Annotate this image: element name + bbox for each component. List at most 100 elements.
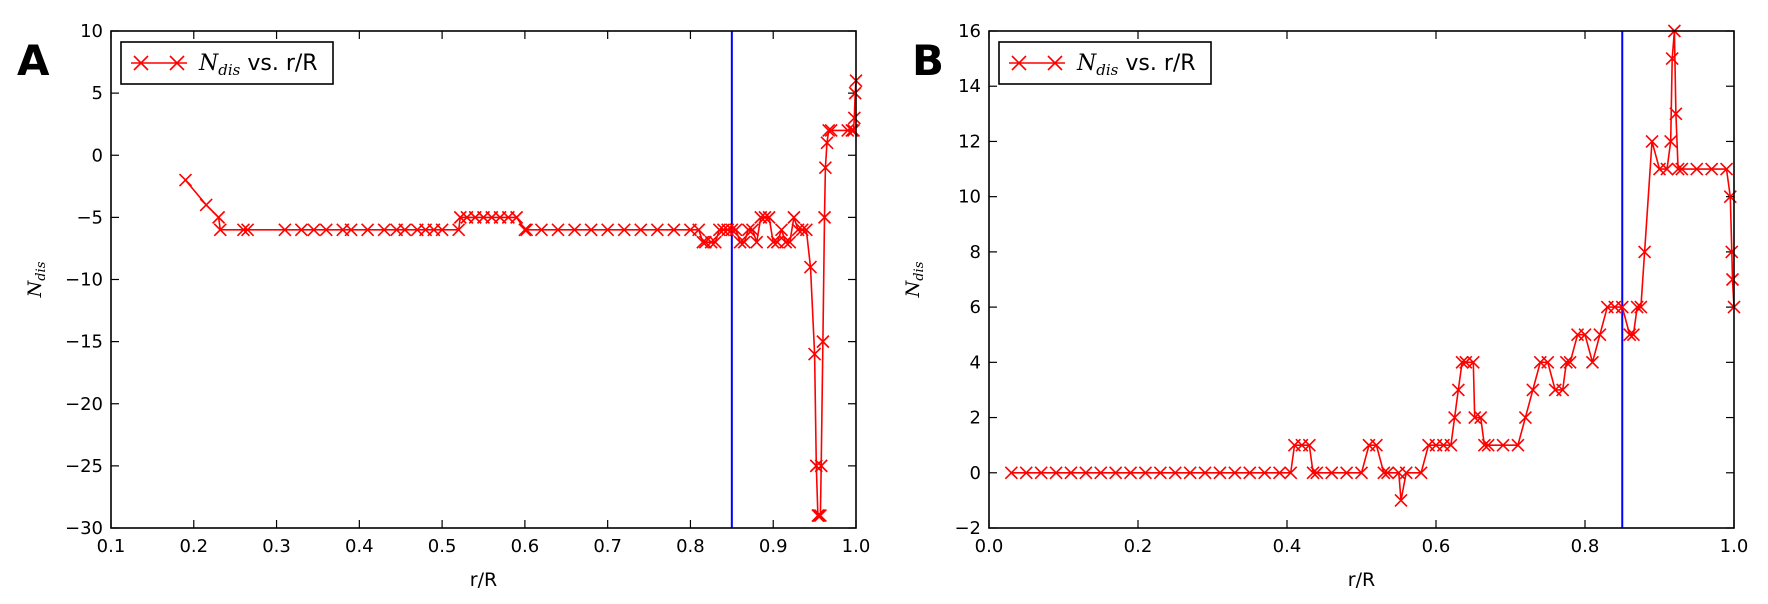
panel-b-series-line (1011, 30, 1735, 502)
panel-a-data-point (766, 235, 780, 249)
panel-b-data-point (1578, 328, 1592, 342)
panel-b-data-point (1526, 383, 1540, 397)
panel-a-data-point (814, 459, 828, 473)
panel-a-data-point (847, 111, 861, 125)
panel-b-y-tick-label: −2 (954, 518, 981, 539)
panel-b-data-point (1481, 438, 1495, 452)
panel-a-legend-subscript: dis (218, 61, 240, 79)
panel-b-data-point (1675, 162, 1689, 176)
panel-a-data-point (213, 223, 227, 237)
panel-b-data-point (1302, 438, 1316, 452)
panel-a-axes-frame (110, 30, 857, 529)
panel-a-data-point (704, 235, 718, 249)
panel-a-data-point (803, 260, 818, 274)
panel-a-y-tick-label: 10 (80, 21, 103, 42)
panel-b-legend-suffix: vs. r/R (1118, 51, 1195, 76)
panel-a-legend: Ndis vs. r/R (120, 41, 334, 85)
panel-b-data-point (1556, 383, 1570, 397)
panel-a-data-point (377, 223, 391, 237)
panel-b-data-point (1725, 245, 1739, 259)
panel-a-legend-marker (133, 55, 149, 71)
panel-b-legend-subscript: dis (1096, 61, 1118, 79)
panel-a-data-point (729, 223, 743, 237)
panel-b-data-point (1638, 245, 1652, 259)
panel-b-data-point (1381, 466, 1395, 480)
panel-a-data-point (617, 223, 631, 237)
panel-a-data-point (307, 223, 321, 237)
panel-a-data-point (519, 223, 534, 237)
panel-b-data-point (1340, 466, 1354, 480)
panel-a-x-tick-label: 0.9 (759, 536, 788, 557)
panel-b-data-point (1325, 466, 1339, 480)
panel-b-data-point (1448, 410, 1462, 425)
panel-a-data-point (808, 347, 822, 361)
panel-a-x-tick-label: 0.1 (97, 536, 126, 557)
panel-b-data-point (1664, 134, 1678, 149)
panel-a-x-tick-label: 0.2 (179, 536, 208, 557)
panel-a-legend-sample (131, 55, 187, 71)
panel-a-data-point (779, 235, 793, 249)
panel-a-data-point (510, 210, 524, 224)
panel-b-y-axis-label: Ndis (902, 261, 927, 298)
panel-b-ticks: 0.0 0.2 0.4 0.6 0.8 1.0 −2 0 2 4 6 8 10 12 14 16 (954, 21, 1748, 557)
panel-b-x-tick-label: 0.0 (975, 536, 1004, 557)
panel-a-data-point (212, 210, 226, 224)
panel-a-data-point (774, 223, 789, 237)
panel-a-ticks: 0.1 0.2 0.3 0.4 0.5 0.6 0.7 0.8 0.9 1.0 −30 −25 −20 −… (65, 21, 870, 557)
panel-b-legend-label: Ndis vs. r/R (1076, 51, 1196, 79)
panel-b-y-axis-label-subscript: dis (912, 261, 927, 280)
panel-b-data-point (1665, 52, 1679, 66)
panel-b-data-point (1645, 134, 1659, 149)
panel-a-data-point (584, 223, 598, 237)
panel-b-data-point (1258, 466, 1272, 480)
panel-a-data-point (783, 235, 797, 249)
panel-b-data-point (1243, 466, 1257, 480)
panel-a-data-point (799, 223, 813, 237)
panel-b-x-tick-label: 0.8 (1571, 536, 1600, 557)
panel-a-data-point (762, 210, 776, 224)
panel-a-y-tick-label: −25 (65, 456, 103, 477)
panel-b-data-point (1725, 272, 1740, 287)
panel-b-legend-marker (1011, 55, 1027, 71)
panel-a-x-tick-label: 0.5 (428, 536, 457, 557)
panel-a-data-point (294, 223, 308, 237)
panel-a-y-tick-label: −20 (65, 394, 103, 415)
panel-b-data-point (1284, 466, 1298, 480)
panel-a-data-point (809, 459, 823, 473)
panel-a-x-tick-label: 0.6 (511, 536, 540, 557)
panel-b-data-point (1310, 466, 1324, 480)
panel-a-data-point (841, 123, 855, 137)
panel-a-data-point (567, 223, 582, 237)
panel-b-data-point (1034, 466, 1048, 480)
panel-b-data-point (1049, 466, 1063, 480)
panel-b-data-point (1705, 162, 1719, 176)
panel-b-x-tick-label: 0.4 (1273, 536, 1302, 557)
panel-b-data-point (1168, 466, 1182, 480)
panel-b-data-point (1079, 466, 1093, 480)
panel-a-data-point (435, 223, 449, 237)
panel-b-data-point (1354, 466, 1369, 480)
panel-a-data-point (848, 86, 862, 100)
panel-b-data-point (1496, 438, 1510, 452)
panel-a-y-axis-label: Ndis (24, 261, 49, 298)
panel-b-legend: Ndis vs. r/R (998, 41, 1212, 85)
panel-b-data-point (1671, 162, 1685, 176)
panel-b-data-point (1272, 466, 1287, 480)
panel-b-x-axis-label: r/R (1348, 569, 1375, 591)
panel-b-data-point (1669, 107, 1683, 121)
panel-a-data-point (741, 223, 755, 237)
panel-b-data-point (1719, 162, 1734, 176)
panel-a-legend-symbol: N (198, 51, 219, 76)
panel-a-data-point (818, 161, 832, 175)
panel-b-data-point (1634, 300, 1648, 314)
panel-a-series-line (184, 80, 857, 517)
panel-a-data-point (824, 123, 838, 137)
panel-b-data-point (1004, 466, 1018, 480)
panel-a-x-axis-label: r/R (470, 569, 497, 591)
panel-letter-b: B (912, 36, 944, 85)
panel-b-data-point (1623, 328, 1637, 342)
panel-a-data-point (534, 223, 549, 237)
panel-a-y-tick-label: −15 (65, 332, 103, 353)
panel-a-data-point (199, 198, 213, 212)
